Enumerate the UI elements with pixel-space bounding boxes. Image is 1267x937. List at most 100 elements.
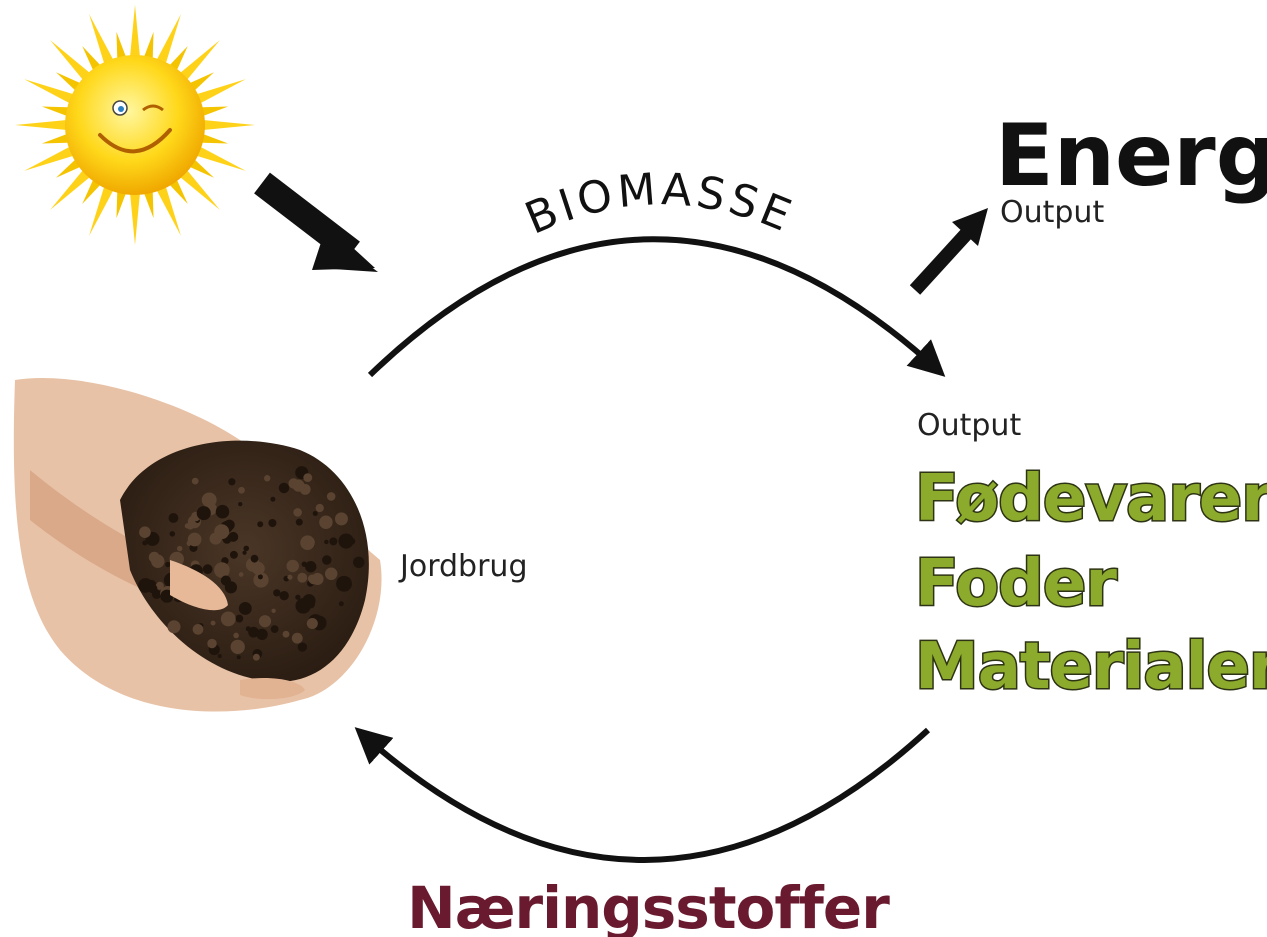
soil-crumb (243, 546, 249, 552)
soil-crumb (257, 521, 263, 527)
soil-crumb (308, 575, 316, 583)
soil-crumb (329, 537, 337, 545)
diagram: BIOMASSE Energi Output Output Fødevarer … (0, 0, 1267, 937)
soil-crumb (252, 562, 265, 575)
soil-crumb (239, 572, 244, 577)
soil-crumb (336, 576, 352, 592)
soil-crumb (225, 581, 237, 593)
source-label: Jordbrug (398, 549, 528, 584)
soil-crumb (216, 505, 230, 519)
soil-crumb (214, 524, 229, 539)
soil-crumb (238, 487, 245, 494)
soil-crumb (295, 595, 300, 600)
soil-crumb (231, 640, 245, 654)
soil-crumb (207, 639, 217, 649)
soil-crumb (233, 633, 239, 639)
soil-crumb (185, 523, 190, 528)
soil-crumb (313, 511, 318, 516)
soil-crumb (253, 654, 260, 661)
soil-crumb (149, 552, 160, 563)
soil-crumb (167, 620, 180, 633)
soil-crumb (228, 478, 235, 485)
soil-crumb (170, 531, 175, 536)
cycle-arc-top (370, 239, 940, 375)
sun-ray (129, 5, 140, 63)
soil-crumb (235, 615, 243, 623)
soil-crumb (271, 609, 275, 613)
product-item: Foder (915, 547, 1117, 621)
soil-crumb (349, 538, 356, 545)
soil-crumb (259, 615, 271, 627)
products-sublabel: Output (917, 408, 1021, 443)
soil-crumb (237, 655, 241, 659)
cycle-label: BIOMASSE (518, 164, 801, 245)
soil-crumb (177, 546, 182, 551)
return-label: Næringsstoffer (407, 874, 890, 937)
soil-crumb (268, 519, 276, 527)
product-item: Fødevarer (915, 462, 1267, 536)
soil-crumb (287, 575, 292, 580)
cycle-label-path: BIOMASSE (518, 164, 801, 245)
soil-crumb (230, 551, 238, 559)
sun-pupil (118, 106, 124, 112)
soil-crumb (211, 621, 216, 626)
sun-disc (65, 55, 205, 195)
soil-crumb (142, 540, 147, 545)
soil-crumb (292, 633, 303, 644)
soil-crumb (293, 508, 302, 517)
energy-arrow-shaft (915, 232, 968, 290)
soil-crumb (316, 504, 324, 512)
soil-crumb (335, 512, 348, 525)
soil-crumb (139, 526, 151, 538)
soil-crumb (197, 506, 211, 520)
soil-hands (14, 378, 382, 711)
soil-crumb (353, 557, 364, 568)
soil-crumb (193, 624, 204, 635)
soil-crumb (168, 513, 178, 523)
soil-crumb (221, 611, 236, 626)
soil-crumb (325, 568, 337, 580)
soil-crumb (283, 631, 290, 638)
soil-crumb (302, 561, 307, 566)
soil-crumb (256, 629, 267, 640)
soil-crumb (251, 555, 259, 563)
soil-crumb (339, 601, 344, 606)
sun-ray (15, 119, 73, 130)
energy-sublabel: Output (1000, 195, 1104, 230)
sun-ray (197, 119, 255, 130)
soil-crumb (319, 515, 332, 528)
energy-label: Energi (995, 106, 1267, 206)
soil-crumb (298, 642, 307, 651)
soil-crumb (218, 654, 222, 658)
soil-crumb (322, 555, 332, 565)
sun (15, 5, 255, 245)
soil-crumb (165, 562, 170, 567)
soil-crumb (203, 564, 213, 574)
soil-crumb (327, 492, 336, 501)
soil-crumb (214, 562, 230, 578)
soil-crumb (258, 574, 263, 579)
product-item: Materialer (915, 630, 1267, 704)
soil-crumb (286, 560, 298, 572)
sun-ray (129, 187, 140, 245)
soil-crumb (300, 535, 315, 550)
soil-crumb (188, 533, 202, 547)
soil-crumb (271, 625, 279, 633)
soil-crumb (302, 594, 315, 607)
soil-crumb (303, 473, 312, 482)
soil-crumb (242, 551, 246, 555)
cycle-arc-bottom (360, 730, 928, 860)
soil-crumb (307, 618, 318, 629)
soil-crumb (264, 475, 270, 481)
soil-crumb (273, 589, 280, 596)
soil-crumb (305, 561, 316, 572)
soil-crumb (148, 584, 157, 593)
soil-crumb (279, 591, 288, 600)
soil-crumb (239, 602, 252, 615)
soil-crumb (192, 478, 199, 485)
soil-crumb (279, 483, 289, 493)
soil-crumb (292, 480, 304, 492)
soil-crumb (324, 540, 328, 544)
soil-crumb (297, 573, 307, 583)
soil-crumb (238, 502, 242, 506)
